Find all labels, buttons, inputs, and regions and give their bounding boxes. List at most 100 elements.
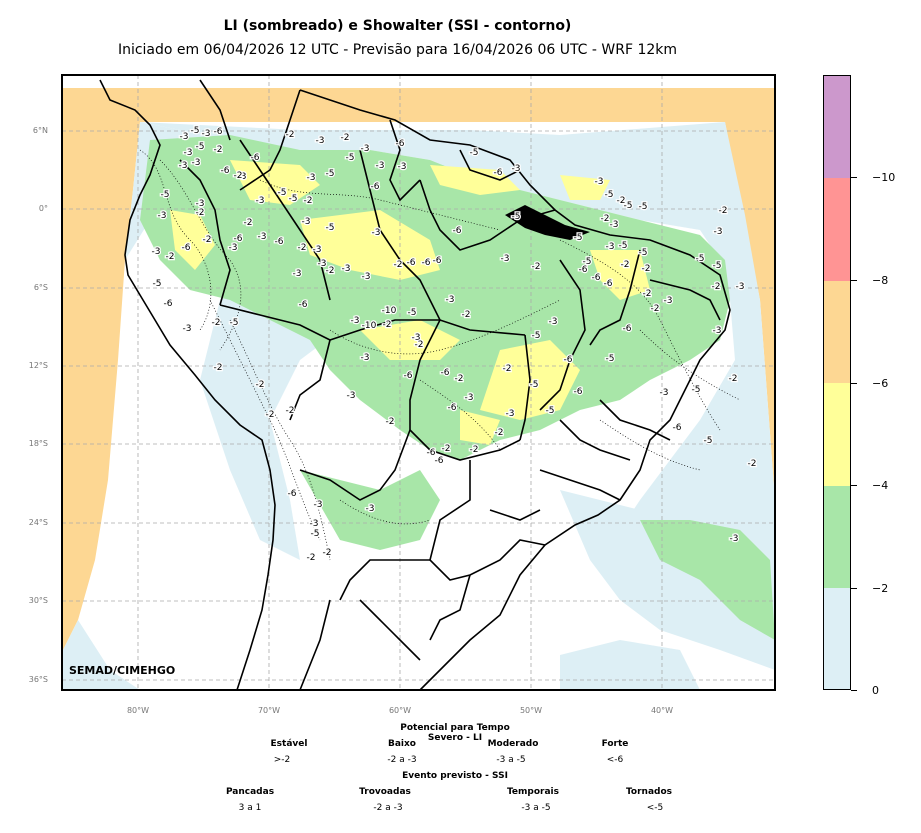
ssi-contour-label: -5 bbox=[530, 380, 539, 390]
ssi-contour-label: -5 bbox=[574, 233, 583, 243]
credit-label: SEMAD/CIMEHGO bbox=[69, 664, 176, 677]
colorbar-segment bbox=[824, 281, 850, 383]
ssi-contour-label: -3 bbox=[501, 254, 510, 264]
ssi-contour-label: -3 bbox=[351, 316, 360, 326]
ssi-contour-label: -5 bbox=[605, 190, 614, 200]
ssi-contour-label: -3 bbox=[183, 324, 192, 334]
ssi-category-name: Trovoadas bbox=[359, 787, 411, 797]
ssi-contour-label: -2 bbox=[266, 410, 275, 420]
ssi-contour-label: -6 bbox=[182, 243, 191, 253]
ssi-contour-label: -2 bbox=[495, 428, 504, 438]
ssi-contour-label: -5 bbox=[713, 261, 722, 271]
ssi-contour-label: -2 bbox=[532, 262, 541, 272]
lat-label: 0° bbox=[38, 204, 48, 213]
ssi-contour-label: -3 bbox=[664, 296, 673, 306]
ssi-contour-label: -5 bbox=[326, 223, 335, 233]
ssi-contour-label: -6 bbox=[448, 403, 457, 413]
ssi-contour-label: -5 bbox=[704, 436, 713, 446]
colorbar-segment bbox=[824, 178, 850, 281]
ssi-contour-label: -3 bbox=[610, 220, 619, 230]
ssi-contour-label: -3 bbox=[714, 227, 723, 237]
ssi-contour-label: -5 bbox=[230, 318, 239, 328]
ssi-contour-label: -6 bbox=[564, 355, 573, 365]
colorbar-tick: −8 bbox=[872, 274, 889, 287]
lon-label: 60°W bbox=[388, 706, 412, 715]
colorbar-segment bbox=[824, 486, 850, 588]
li-shading bbox=[62, 88, 775, 690]
lon-label: 40°W bbox=[650, 706, 674, 715]
colorbar-segment bbox=[824, 383, 850, 486]
ssi-contour-label: -6 bbox=[288, 489, 297, 499]
ssi-contour-label: -5 bbox=[624, 201, 633, 211]
ssi-contour-label: -3 bbox=[376, 161, 385, 171]
ssi-contour-label: -5 bbox=[639, 202, 648, 212]
ssi-contour-label: -2 bbox=[748, 459, 757, 469]
ssi-contour-label: -2 bbox=[394, 260, 403, 270]
ssi-contour-label: -2 bbox=[341, 133, 350, 143]
li-category-range: -2 a -3 bbox=[387, 755, 417, 765]
ssi-contour-label: -3 bbox=[202, 129, 211, 139]
ssi-contour-label: -3 bbox=[192, 158, 201, 168]
ssi-contour-label: -5 bbox=[278, 188, 287, 198]
colorbar bbox=[823, 75, 851, 690]
ssi-contour-label: -5 bbox=[512, 212, 521, 222]
ssi-contour-label: -3 bbox=[342, 264, 351, 274]
ssi-contour-label: -3 bbox=[152, 247, 161, 257]
ssi-contour-label: -3 bbox=[310, 519, 319, 529]
colorbar-tick: −6 bbox=[872, 377, 889, 390]
ssi-contour-label: -5 bbox=[289, 194, 298, 204]
ssi-contour-label: -3 bbox=[293, 269, 302, 279]
ssi-contour-label: -2 bbox=[286, 130, 295, 140]
ssi-contour-label: -3 bbox=[506, 409, 515, 419]
ssi-contour-label: -6 bbox=[251, 153, 260, 163]
ssi-contour-label: -2 bbox=[212, 318, 221, 328]
ssi-contour-label: -6 bbox=[396, 139, 405, 149]
amazon-delta bbox=[505, 205, 590, 240]
ssi-contour-label: -3 bbox=[179, 161, 188, 171]
ssi-contour-label: -5 bbox=[639, 248, 648, 258]
map-title: LI (sombreado) e Showalter (SSI - contor… bbox=[223, 18, 572, 34]
ssi-contour-label: -2 bbox=[166, 252, 175, 262]
ssi-contour-label: -3 bbox=[307, 173, 316, 183]
ssi-contour-label: -5 bbox=[546, 406, 555, 416]
colorbar-tick: −2 bbox=[872, 582, 889, 595]
ssi-contour-label: -3 bbox=[229, 243, 238, 253]
ssi-contour-label: -2 bbox=[244, 218, 253, 228]
ssi-contour-label: -6 bbox=[453, 226, 462, 236]
ssi-contour-label: -5 bbox=[408, 308, 417, 318]
ssi-contour-label: -5 bbox=[692, 385, 701, 395]
ssi-contour-label: -2 bbox=[307, 553, 316, 563]
ssi-contour-label: -6 bbox=[433, 256, 442, 266]
lat-label: 36°S bbox=[28, 675, 48, 684]
colorbar-tick: −10 bbox=[872, 171, 896, 184]
ssi-contour-label: -3 bbox=[302, 217, 311, 227]
ssi-contour-label: -3 bbox=[158, 211, 167, 221]
lat-label: 6°N bbox=[32, 126, 48, 135]
ssi-contour-label: -6 bbox=[371, 182, 380, 192]
lon-label: 80°W bbox=[126, 706, 150, 715]
ssi-contour-label: -6 bbox=[221, 166, 230, 176]
lat-label: 24°S bbox=[28, 518, 48, 527]
ssi-contour-label: -3 bbox=[446, 295, 455, 305]
lat-label: 18°S bbox=[28, 439, 48, 448]
ssi-contour-label: -6 bbox=[579, 265, 588, 275]
ssi-contour-label: -3 bbox=[314, 500, 323, 510]
ssi-category-name: Tornados bbox=[625, 787, 673, 797]
ssi-contour-label: -3 bbox=[362, 272, 371, 282]
colorbar-segment bbox=[824, 588, 850, 689]
ssi-contour-label: -6 bbox=[494, 168, 503, 178]
li-category-name: Moderado bbox=[487, 739, 539, 749]
ssi-contour-label: -6 bbox=[234, 234, 243, 244]
ssi-contour-label: -2 bbox=[304, 196, 313, 206]
ssi-contour-label: -2 bbox=[503, 364, 512, 374]
ssi-contour-label: -2 bbox=[643, 289, 652, 299]
ssi-contour-label: -5 bbox=[606, 354, 615, 364]
ssi-contour-label: -2 bbox=[256, 380, 265, 390]
ssi-contour-label: -2 bbox=[383, 320, 392, 330]
map-subtitle: Iniciado em 06/04/2026 12 UTC - Previsão… bbox=[117, 42, 678, 58]
ssi-contour-label: -5 bbox=[470, 148, 479, 158]
ssi-contour-label: -3 bbox=[361, 144, 370, 154]
ssi-contour-label: -6 bbox=[441, 368, 450, 378]
ssi-contour-label: -2 bbox=[712, 282, 721, 292]
